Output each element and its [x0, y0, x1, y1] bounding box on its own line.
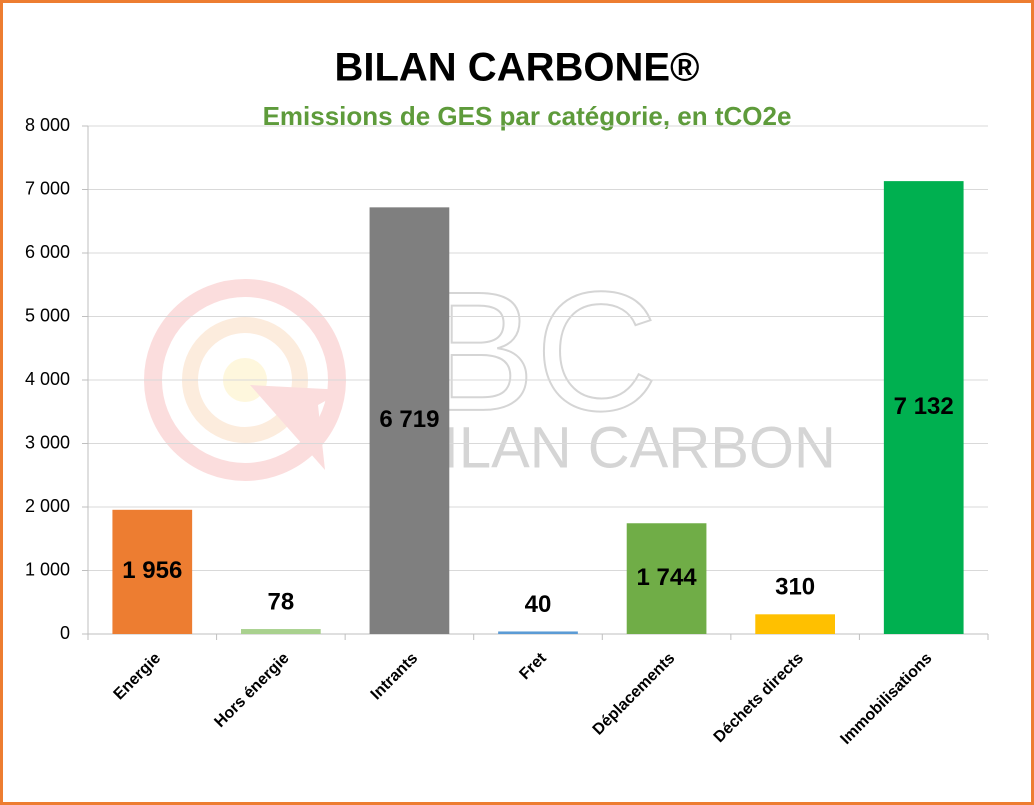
chart-title: BILAN CARBONE®: [334, 46, 699, 90]
value-label: 7 132: [894, 393, 954, 420]
y-tick-label: 1 000: [25, 559, 70, 579]
value-label: 40: [525, 591, 552, 618]
watermark-logo: BC: [422, 257, 658, 447]
bar: [883, 181, 964, 635]
value-label: 1 744: [637, 564, 698, 591]
y-tick-label: 3 000: [25, 432, 70, 452]
y-tick-label: 4 000: [25, 369, 70, 389]
y-tick-label: 6 000: [25, 242, 70, 262]
watermark-text: BILAN CARBON: [404, 415, 836, 480]
value-label: 6 719: [379, 406, 439, 433]
value-label: 1 956: [122, 557, 182, 584]
bar: [626, 523, 707, 634]
value-label: 310: [775, 574, 815, 601]
watermark: BC BILAN CARBON: [144, 256, 836, 481]
y-tick-label: 8 000: [25, 115, 70, 135]
y-tick-label: 2 000: [25, 496, 70, 516]
bar: [241, 629, 321, 634]
bar: [498, 631, 578, 634]
watermark-arrow: [250, 385, 345, 470]
bar: [755, 614, 835, 634]
y-tick-label: 7 000: [25, 178, 70, 198]
bar: [369, 207, 450, 634]
bar: [112, 509, 193, 634]
value-label: 78: [268, 588, 295, 615]
y-tick-label: 0: [60, 623, 70, 643]
y-tick-label: 5 000: [25, 305, 70, 325]
